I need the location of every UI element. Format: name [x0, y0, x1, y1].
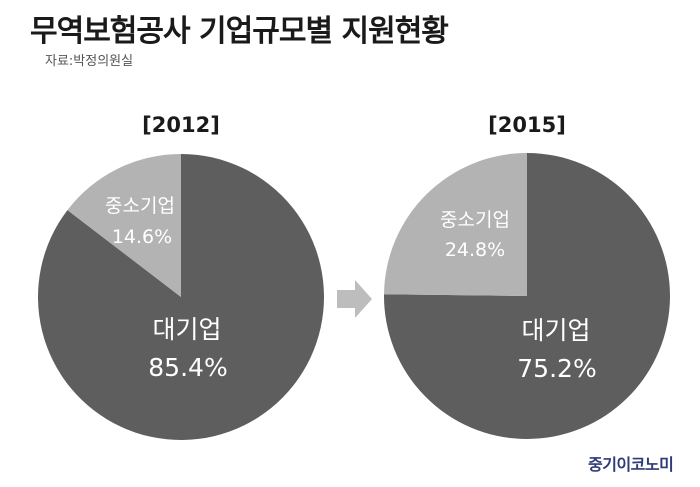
pie-chart-2012: [2012] 중소기업 14.6% 대기업 85.4% [37, 113, 325, 440]
pie-title-2015: [2015] [488, 113, 566, 137]
arrow-right-icon [337, 280, 372, 318]
pie-slice-sme-2015 [384, 153, 527, 296]
pie-slice-sme-2012 [67, 154, 181, 297]
slice-value-sme-2015: 24.8% [445, 239, 505, 261]
slice-value-large-2015: 75.2% [517, 354, 596, 383]
page-title: 무역보험공사 기업규모별 지원현황 [30, 14, 449, 49]
slice-label-sme-2012: 중소기업 [105, 195, 175, 217]
slice-value-large-2012: 85.4% [148, 353, 227, 382]
brand-logo: 중기이코노미 [588, 455, 674, 474]
source-note: 자료:박정의원실 [45, 54, 134, 69]
slice-value-sme-2012: 14.6% [112, 226, 172, 248]
slice-label-large-2012: 대기업 [152, 315, 221, 344]
slice-label-large-2015: 대기업 [521, 316, 590, 345]
slice-label-sme-2015: 중소기업 [440, 209, 510, 231]
pie-title-2012: [2012] [142, 113, 220, 137]
pie-chart-2015: [2015] 중소기업 24.8% 대기업 75.2% [383, 113, 671, 439]
